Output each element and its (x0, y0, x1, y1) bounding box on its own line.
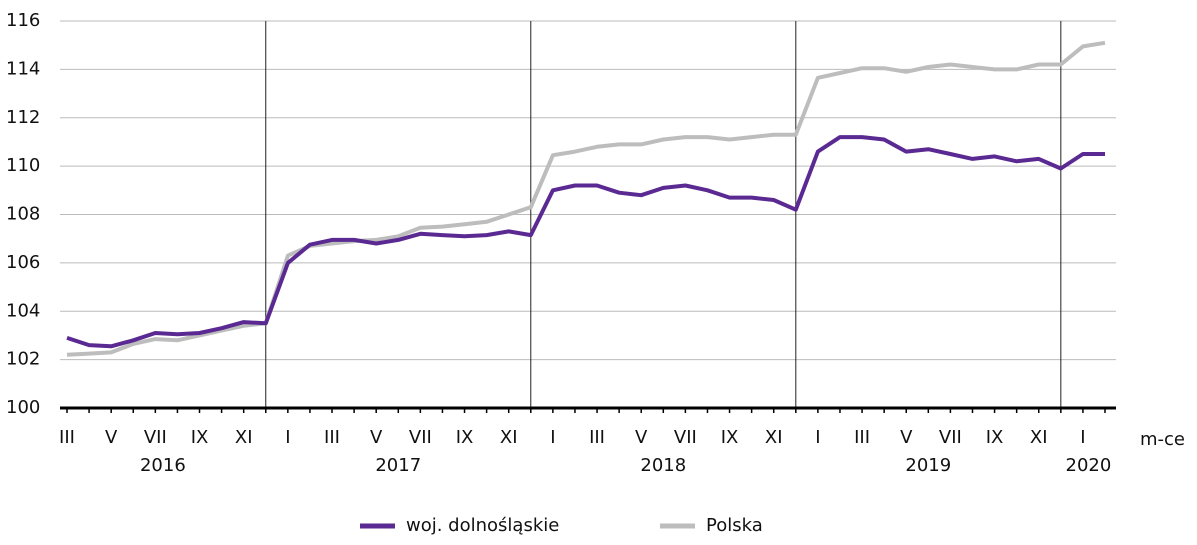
x-tick-label: III (324, 427, 340, 448)
year-label: 2016 (140, 455, 186, 476)
x-tick-label: VII (144, 427, 167, 448)
series-line (66, 40, 1106, 357)
x-tick-label: I (1080, 427, 1085, 448)
x-tick-label: III (59, 427, 75, 448)
year-label: 2019 (905, 455, 951, 476)
legend-label: Polska (706, 515, 763, 536)
x-tick-label: VII (409, 427, 432, 448)
legend-label: woj. dolnośląskie (406, 515, 559, 536)
year-label: 2018 (640, 455, 686, 476)
x-tick-label: V (635, 427, 648, 448)
x-tick-label: V (900, 427, 913, 448)
x-tick-label: XI (235, 427, 253, 448)
y-tick-label: 104 (6, 300, 40, 321)
x-tick-label: XI (500, 427, 518, 448)
y-tick-label: 100 (6, 397, 40, 418)
x-tick-label: XI (1030, 427, 1048, 448)
y-tick-label: 110 (6, 155, 40, 176)
x-tick-label: IX (456, 427, 474, 448)
year-label: 2020 (1066, 455, 1112, 476)
x-tick-label: I (285, 427, 290, 448)
x-tick-label: I (815, 427, 820, 448)
y-tick-label: 108 (6, 204, 40, 225)
x-tick-label: VII (939, 427, 962, 448)
x-tick-label: IX (986, 427, 1004, 448)
x-tick-label: V (370, 427, 383, 448)
x-tick-label: I (550, 427, 555, 448)
x-tick-label: IX (191, 427, 209, 448)
x-tick-label: IX (721, 427, 739, 448)
y-tick-label: 102 (6, 349, 40, 370)
y-tick-label: 114 (6, 58, 40, 79)
x-axis-label: m-ce (1140, 429, 1185, 450)
x-tick-label: III (854, 427, 870, 448)
x-tick-label: XI (765, 427, 783, 448)
y-tick-label: 106 (6, 252, 40, 273)
x-tick-label: VII (674, 427, 697, 448)
series-line (66, 135, 1105, 349)
x-tick-label: V (105, 427, 118, 448)
year-label: 2017 (375, 455, 421, 476)
y-tick-label: 112 (6, 107, 40, 128)
x-tick-label: III (589, 427, 605, 448)
y-tick-label: 116 (6, 10, 40, 31)
